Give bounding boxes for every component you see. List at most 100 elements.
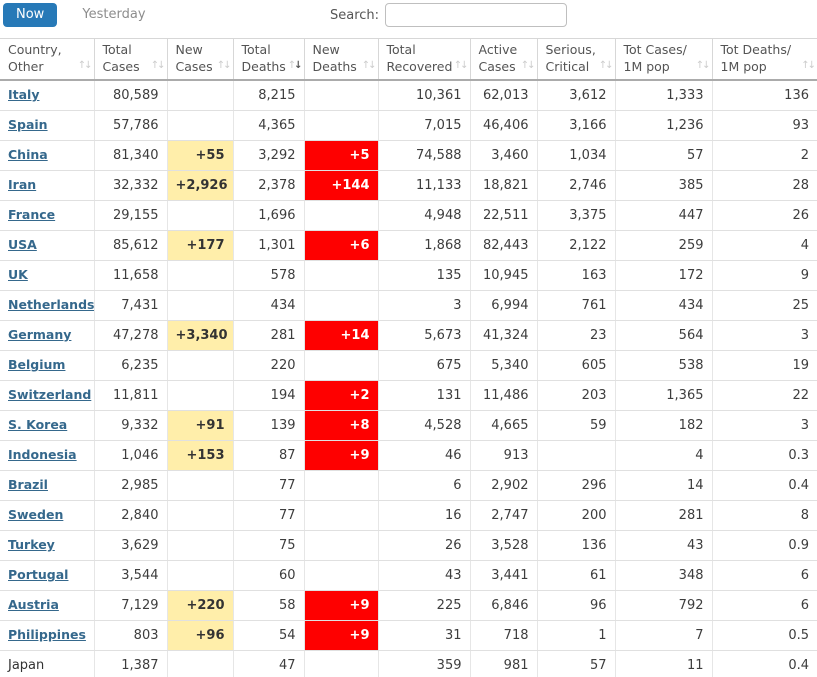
- country-cell: UK: [0, 260, 94, 291]
- country-link[interactable]: Iran: [8, 177, 37, 193]
- deaths-per-1m-cell: 0.9: [711, 530, 817, 561]
- now-button[interactable]: Now: [3, 3, 58, 27]
- serious-critical-cell: 23: [536, 320, 615, 351]
- new-deaths-cell: [303, 200, 378, 231]
- country-link[interactable]: Belgium: [8, 357, 66, 373]
- cases-per-1m-cell: 434: [614, 290, 712, 321]
- country-link[interactable]: Italy: [8, 87, 40, 103]
- total-cases-cell: 29,155: [93, 200, 167, 231]
- country-link[interactable]: China: [8, 147, 48, 163]
- country-link[interactable]: USA: [8, 237, 37, 253]
- new-deaths-cell: +14: [303, 320, 378, 351]
- country-link[interactable]: Philippines: [8, 627, 86, 643]
- total-cases-cell: 3,629: [93, 530, 167, 561]
- column-header-new_cases[interactable]: New Cases ↑↓: [166, 37, 233, 81]
- country-link[interactable]: Turkey: [8, 537, 55, 553]
- total-deaths-cell: 139: [232, 410, 304, 441]
- sort-icon: ↑↓: [78, 59, 93, 71]
- sort-icon: ↑↓: [454, 60, 469, 71]
- deaths-per-1m-cell: 0.3: [711, 440, 817, 471]
- sort-asc-icon: ↑: [216, 59, 226, 71]
- column-header-active_cases[interactable]: Active Cases ↑↓: [469, 37, 537, 81]
- search-container: Search:: [330, 3, 568, 27]
- new-deaths-cell: [303, 530, 378, 561]
- column-header-total_recovered[interactable]: Total Recovered ↑↓: [377, 37, 470, 81]
- new-deaths-cell: [303, 560, 378, 591]
- country-link[interactable]: Germany: [8, 327, 72, 343]
- yesterday-button[interactable]: Yesterday: [72, 3, 155, 26]
- country-link[interactable]: Spain: [8, 117, 48, 133]
- total-cases-cell: 32,332: [93, 170, 167, 201]
- deaths-per-1m-cell: 136: [711, 79, 817, 111]
- country-link[interactable]: Austria: [8, 597, 59, 613]
- cases-per-1m-cell: 1,333: [614, 79, 712, 111]
- country-link[interactable]: S. Korea: [8, 417, 68, 433]
- sort-desc-icon: ↓: [368, 59, 377, 71]
- sort-icon: ↑↓: [216, 59, 232, 71]
- total-cases-cell: 1,046: [93, 440, 167, 471]
- country-link[interactable]: Sweden: [8, 507, 64, 523]
- column-header-cases_per_1m[interactable]: Tot Cases/ 1M pop ↑↓: [614, 37, 712, 81]
- search-label: Search:: [330, 7, 380, 23]
- search-input[interactable]: [385, 3, 568, 27]
- total-cases-cell: 11,658: [93, 260, 167, 291]
- cases-per-1m-cell: 43: [614, 530, 712, 561]
- serious-critical-cell: 296: [536, 470, 615, 501]
- total-deaths-cell: 2,378: [232, 170, 304, 201]
- sort-desc-icon: ↓: [84, 59, 93, 71]
- serious-critical-cell: 3,166: [536, 110, 615, 141]
- serious-critical-cell: 57: [536, 650, 615, 677]
- column-header-serious_critical[interactable]: Serious, Critical ↑↓: [536, 37, 615, 81]
- new-cases-cell: [166, 110, 233, 141]
- sort-icon: ↑↓: [801, 60, 816, 71]
- country-link[interactable]: UK: [8, 267, 28, 283]
- total-deaths-cell: 77: [232, 470, 304, 501]
- country-cell: S. Korea: [0, 410, 94, 441]
- column-header-new_deaths[interactable]: New Deaths ↑↓: [303, 37, 378, 81]
- country-link[interactable]: Netherlands: [8, 297, 94, 313]
- table-row: USA 85,612 +177 1,301 +6 1,868 82,443 2,…: [0, 230, 817, 261]
- serious-critical-cell: 1: [536, 620, 615, 651]
- total-recovered-cell: 46: [377, 440, 470, 471]
- column-header-country[interactable]: Country, Other ↑↓: [0, 37, 94, 81]
- deaths-per-1m-cell: 0.4: [711, 650, 817, 677]
- serious-critical-cell: 2,746: [536, 170, 615, 201]
- serious-critical-cell: 3,375: [536, 200, 615, 231]
- serious-critical-cell: 2,122: [536, 230, 615, 261]
- table-row: Italy 80,589 8,215 10,361 62,013 3,612 1…: [0, 79, 817, 111]
- country-link[interactable]: France: [8, 207, 56, 223]
- active-cases-cell: 10,945: [469, 260, 537, 291]
- cases-per-1m-cell: 1,236: [614, 110, 712, 141]
- country-link: Japan: [8, 657, 45, 673]
- country-link[interactable]: Portugal: [8, 567, 69, 583]
- new-deaths-cell: +8: [303, 410, 378, 441]
- country-link[interactable]: Indonesia: [8, 447, 77, 463]
- total-recovered-cell: 225: [377, 590, 470, 621]
- column-header-deaths_per_1m[interactable]: Tot Deaths/ 1M pop ↑↓: [711, 37, 817, 81]
- deaths-per-1m-cell: 26: [711, 200, 817, 231]
- column-header-total_cases[interactable]: Total Cases ↑↓: [93, 37, 167, 81]
- column-header-total_deaths[interactable]: Total Deaths ↑↓: [232, 37, 304, 81]
- new-cases-cell: +55: [166, 140, 233, 171]
- table-row: S. Korea 9,332 +91 139 +8 4,528 4,665 59…: [0, 410, 817, 441]
- sort-asc-icon: ↑: [361, 59, 371, 71]
- total-deaths-cell: 194: [232, 380, 304, 411]
- total-deaths-cell: 77: [232, 500, 304, 531]
- sort-asc-icon: ↑: [598, 59, 608, 71]
- active-cases-cell: 6,994: [469, 290, 537, 321]
- total-cases-cell: 2,985: [93, 470, 167, 501]
- new-deaths-cell: [303, 350, 378, 381]
- table-row: Iran 32,332 +2,926 2,378 +144 11,133 18,…: [0, 170, 817, 201]
- toolbar: Now Yesterday Search:: [0, 0, 817, 38]
- total-deaths-cell: 434: [232, 290, 304, 321]
- total-recovered-cell: 675: [377, 350, 470, 381]
- sort-asc-icon: ↑: [520, 59, 530, 71]
- sort-icon: ↑↓: [151, 60, 166, 71]
- total-cases-cell: 7,431: [93, 290, 167, 321]
- country-link[interactable]: Brazil: [8, 477, 48, 493]
- total-recovered-cell: 74,588: [377, 140, 470, 171]
- total-cases-cell: 85,612: [93, 230, 167, 261]
- country-link[interactable]: Switzerland: [8, 387, 92, 403]
- total-deaths-cell: 8,215: [232, 79, 304, 111]
